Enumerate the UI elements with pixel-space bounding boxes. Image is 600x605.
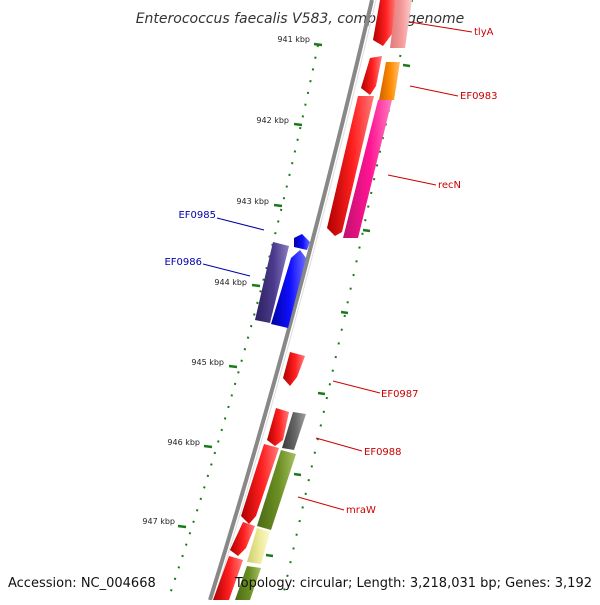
gene-arrow[interactable] xyxy=(213,556,243,600)
gene-label-text: EF0983 xyxy=(460,91,498,102)
inner-track-ticks xyxy=(265,63,411,558)
scale-tick-944: 944 kbp xyxy=(214,278,261,288)
scale-tick-label: 945 kbp xyxy=(191,358,224,367)
scale-tick-946: 946 kbp xyxy=(167,438,213,449)
gene-label-EF0987[interactable]: EF0987 xyxy=(332,380,419,400)
gene-label-text: mraW xyxy=(346,505,376,516)
scale-tick-label: 946 kbp xyxy=(167,438,200,447)
scale-tick-947: 947 kbp xyxy=(142,517,187,529)
gene-arrow[interactable] xyxy=(267,408,289,446)
scale-tick-label: 944 kbp xyxy=(214,278,247,287)
scale-tick-941: 941 kbp xyxy=(277,35,323,47)
scale-tick-943: 943 kbp xyxy=(236,197,283,208)
gene-arrow[interactable] xyxy=(241,444,279,524)
gene-label-text: recN xyxy=(438,180,461,191)
gene-arrow[interactable] xyxy=(283,352,305,386)
accession-text: Accession: NC_004668 xyxy=(8,576,156,591)
gene-arrow[interactable] xyxy=(271,250,306,328)
gene-label-EF0988[interactable]: EF0988 xyxy=(315,437,402,458)
scale-track xyxy=(167,44,319,601)
gene-arrow[interactable] xyxy=(379,62,400,100)
gene-arrow[interactable] xyxy=(294,234,310,250)
gene-label-text: EF0988 xyxy=(364,447,402,458)
scale-tick-942: 942 kbp xyxy=(256,116,303,127)
gene-label-recN[interactable]: recN xyxy=(387,174,461,191)
scale-tick-label: 942 kbp xyxy=(256,116,289,125)
gene-arrow[interactable] xyxy=(282,412,306,450)
gene-label-mraW[interactable]: mraW xyxy=(297,496,376,516)
genome-backbone-highlight xyxy=(213,0,377,601)
gene-label-EF0985[interactable]: EF0985 xyxy=(178,210,265,231)
gene-label-text: EF0987 xyxy=(381,389,419,400)
scale-tick-label: 947 kbp xyxy=(142,517,175,526)
gene-arrow[interactable] xyxy=(327,96,374,236)
scale-tick-label: 941 kbp xyxy=(277,35,310,44)
gene-label-text: EF0986 xyxy=(164,257,202,268)
gene-arrow[interactable] xyxy=(343,100,392,238)
gene-arrow[interactable] xyxy=(230,522,255,556)
gene-label-tlyA[interactable]: tlyA xyxy=(409,21,494,38)
gene-label-EF0983[interactable]: EF0983 xyxy=(409,85,498,102)
gene-label-text: tlyA xyxy=(474,27,494,38)
map-title: Enterococcus faecalis V583, complete gen… xyxy=(136,11,465,27)
gene-arrow[interactable] xyxy=(255,242,289,323)
scale-tick-945: 945 kbp xyxy=(191,358,238,369)
inner-track xyxy=(281,0,413,601)
gene-arrow[interactable] xyxy=(257,450,296,530)
summary-text: Topology: circular; Length: 3,218,031 bp… xyxy=(234,576,592,591)
gene-label-text: EF0985 xyxy=(178,210,216,221)
gene-arrow[interactable] xyxy=(247,528,270,564)
gene-arrow[interactable] xyxy=(390,0,412,48)
gene-arrow[interactable] xyxy=(235,566,261,600)
gene-arrow[interactable] xyxy=(361,56,382,95)
genome-backbone xyxy=(208,0,374,601)
scale-tick-label: 943 kbp xyxy=(236,197,269,206)
gene-label-EF0986[interactable]: EF0986 xyxy=(164,257,251,277)
gene-arrow[interactable] xyxy=(373,0,396,46)
